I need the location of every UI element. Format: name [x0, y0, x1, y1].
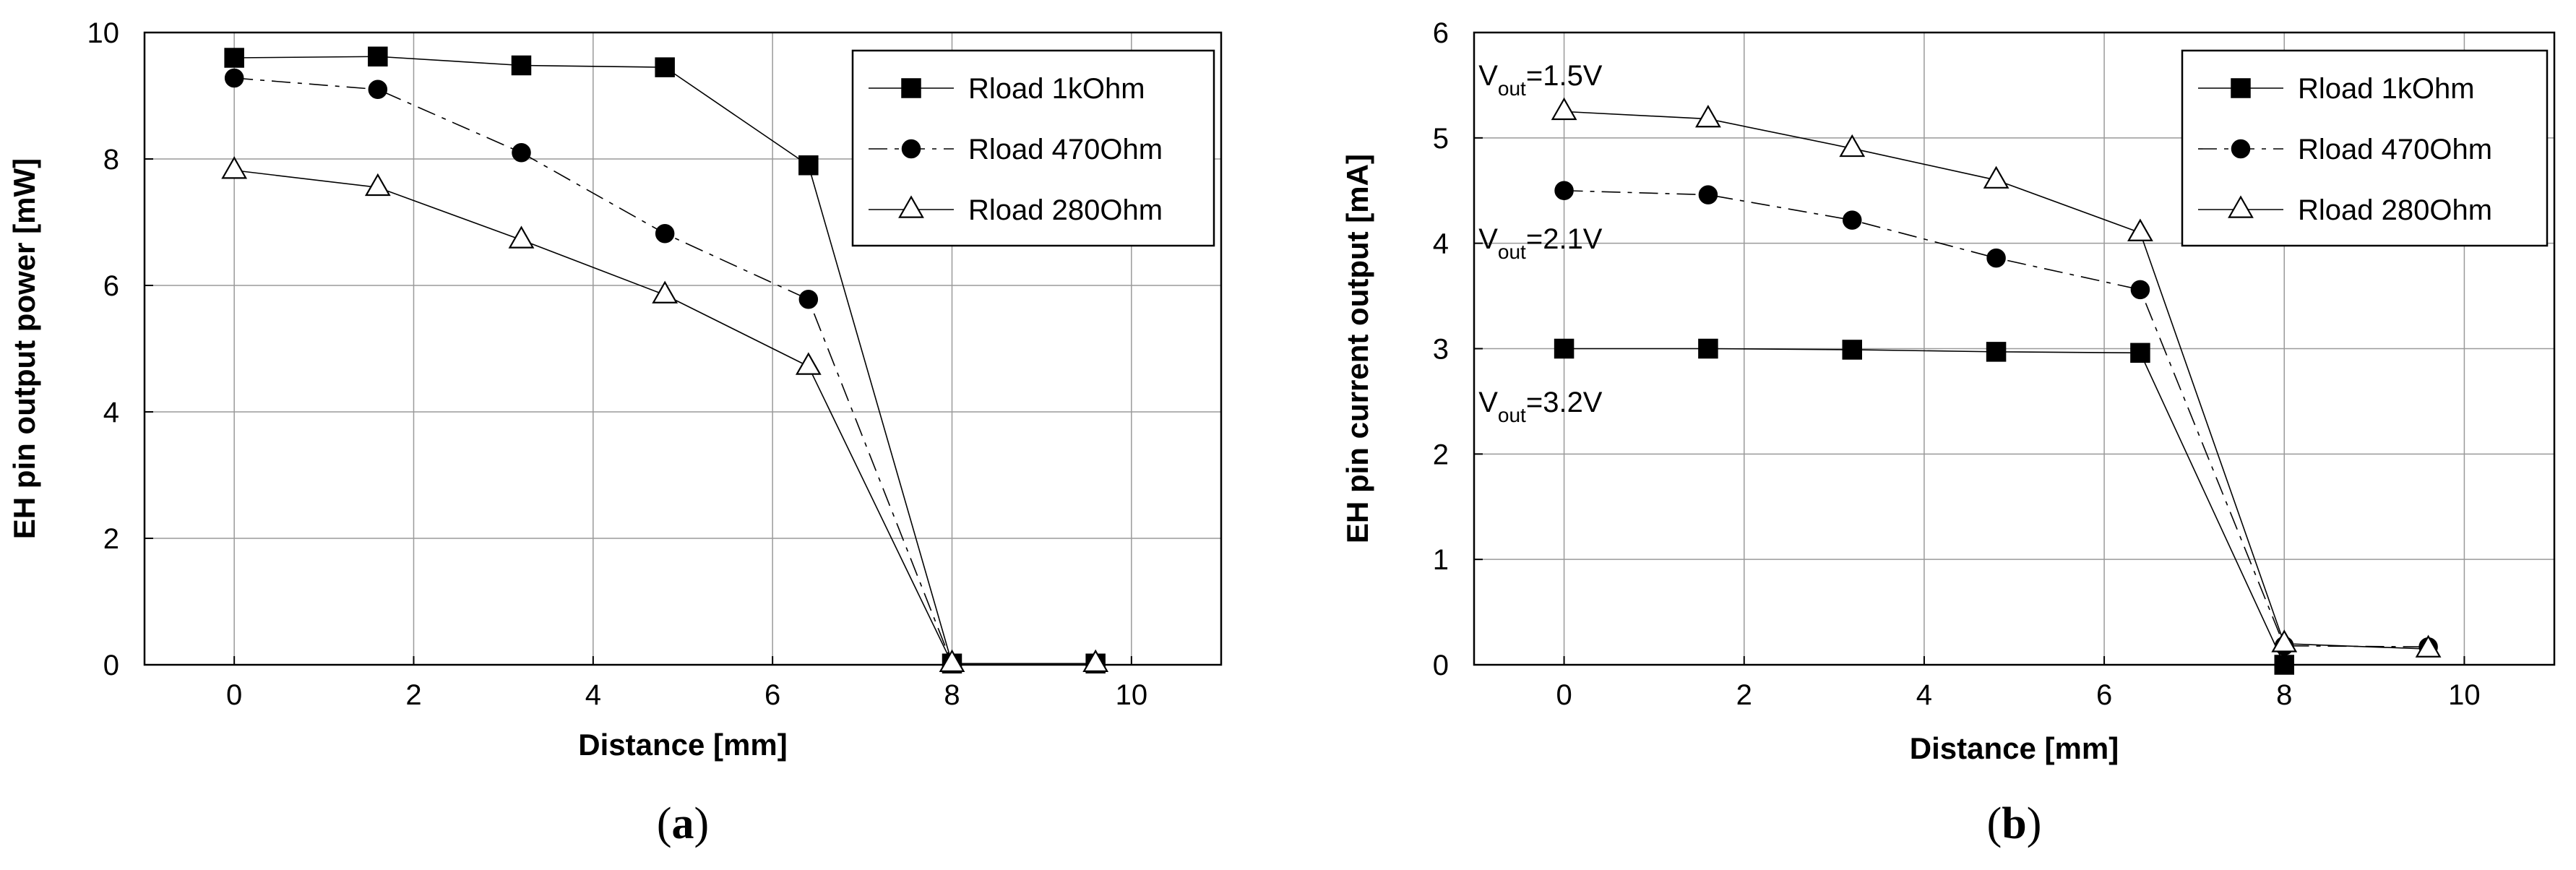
data-point-triangle	[939, 649, 965, 672]
data-point-triangle	[2415, 634, 2442, 658]
data-point-square	[368, 46, 388, 66]
y-tick-label: 6	[103, 270, 119, 302]
data-point-circle	[1698, 185, 1718, 204]
y-tick-label: 5	[1433, 123, 1449, 155]
data-point-triangle	[1082, 649, 1109, 672]
y-tick-label: 2	[1433, 439, 1449, 470]
data-point-triangle	[221, 156, 248, 179]
data-point-square	[655, 57, 675, 77]
data-point-circle	[224, 68, 244, 88]
data-point-square	[1842, 340, 1862, 360]
legend-entry-label: Rload 1kOhm	[968, 73, 1145, 105]
vout-annotation: Vout=3.2V	[1478, 387, 1603, 426]
chart-panel-a: 0 2 4 6 8 10 0 2 4 6 8 10 Distance [mm] EH pin output…	[7, 17, 1223, 848]
chart-panel-b: 0 2 4 6 8 10 0 1 2 3 4 5 6 Distance [mm] EH pin curren…	[1340, 17, 2556, 848]
x-axis-label: Distance [mm]	[1910, 731, 2119, 765]
legend-marker-square	[901, 78, 921, 98]
data-point-square	[2130, 343, 2150, 363]
data-point-circle	[1843, 210, 1862, 230]
data-point-triangle	[508, 225, 535, 249]
legend-marker-triangle	[2228, 195, 2254, 218]
vout-annotation: Vout=2.1V	[1478, 223, 1603, 263]
x-axis-label: Distance [mm]	[578, 728, 787, 762]
legend-entry-label: Rload 1kOhm	[2298, 73, 2475, 105]
y-tick-label: 4	[103, 397, 119, 428]
y-tick-label: 0	[1433, 650, 1449, 681]
data-point-square	[1698, 338, 1718, 359]
x-tick-label: 4	[585, 679, 601, 711]
y-tick-label: 4	[1433, 228, 1449, 260]
data-point-square	[511, 55, 532, 76]
series-line	[1564, 348, 2285, 666]
data-point-triangle	[1983, 165, 2009, 189]
y-tick-label: 2	[103, 523, 119, 555]
legend-entry-label: Rload 470Ohm	[2298, 134, 2492, 165]
series-triangle	[1551, 97, 2442, 658]
vout-annotation: Vout=1.5V	[1478, 60, 1603, 100]
y-axis-label: EH pin output power [mW]	[7, 158, 41, 539]
y-tick-label: 8	[103, 144, 119, 176]
legend-marker-square	[2231, 78, 2251, 98]
data-point-square	[224, 48, 244, 68]
data-point-square	[798, 155, 819, 176]
panel-caption: (a)	[657, 799, 709, 848]
panel-caption: (b)	[1987, 799, 2042, 848]
data-point-triangle	[2127, 218, 2153, 241]
x-tick-label: 8	[2276, 679, 2292, 711]
legend-marker-circle	[901, 139, 921, 159]
data-point-circle	[1986, 248, 2006, 268]
y-tick-label: 3	[1433, 334, 1449, 366]
y-axis-label: EH pin current output [mA]	[1340, 154, 1374, 543]
data-point-triangle	[1695, 105, 1721, 128]
x-tick-label: 2	[1736, 679, 1752, 711]
y-tick-label: 0	[103, 650, 119, 681]
data-point-square	[2274, 655, 2294, 675]
data-point-square	[1554, 338, 1575, 359]
x-tick-label: 2	[405, 679, 421, 711]
legend-entry-label: Rload 280Ohm	[968, 194, 1163, 226]
x-tick-label: 0	[226, 679, 242, 711]
data-point-triangle	[1551, 97, 1577, 121]
series-triangle	[221, 156, 1109, 672]
y-tick-label: 6	[1433, 17, 1449, 49]
legend: Rload 1kOhm Rload 470Ohm Rload 280Ohm	[851, 49, 1215, 247]
legend-entry-label: Rload 470Ohm	[968, 134, 1163, 165]
series-square	[1554, 338, 2294, 675]
data-point-circle	[1554, 181, 1574, 200]
legend-marker-triangle	[898, 195, 924, 218]
x-tick-label: 0	[1556, 679, 1572, 711]
x-tick-label: 6	[764, 679, 780, 711]
legend-marker-circle	[2231, 139, 2251, 159]
data-point-triangle	[2271, 629, 2298, 652]
data-point-circle	[655, 224, 675, 244]
data-point-circle	[2130, 280, 2150, 300]
data-point-triangle	[364, 173, 391, 197]
legend-entry-label: Rload 280Ohm	[2298, 194, 2492, 226]
x-tick-label: 8	[944, 679, 960, 711]
data-point-triangle	[652, 280, 679, 303]
y-tick-label: 10	[87, 17, 120, 49]
data-point-circle	[798, 290, 819, 309]
x-tick-label: 4	[1916, 679, 1932, 711]
data-point-square	[1986, 342, 2007, 362]
data-point-circle	[368, 79, 388, 99]
x-tick-label: 10	[1116, 679, 1148, 711]
data-point-triangle	[1839, 134, 1866, 158]
legend: Rload 1kOhm Rload 470Ohm Rload 280Ohm	[2181, 49, 2549, 247]
data-point-circle	[512, 143, 531, 163]
data-point-triangle	[795, 352, 822, 375]
x-tick-label: 6	[2096, 679, 2112, 711]
x-tick-label: 10	[2448, 679, 2481, 711]
plot-frame	[143, 31, 1223, 666]
y-tick-label: 1	[1433, 544, 1449, 576]
